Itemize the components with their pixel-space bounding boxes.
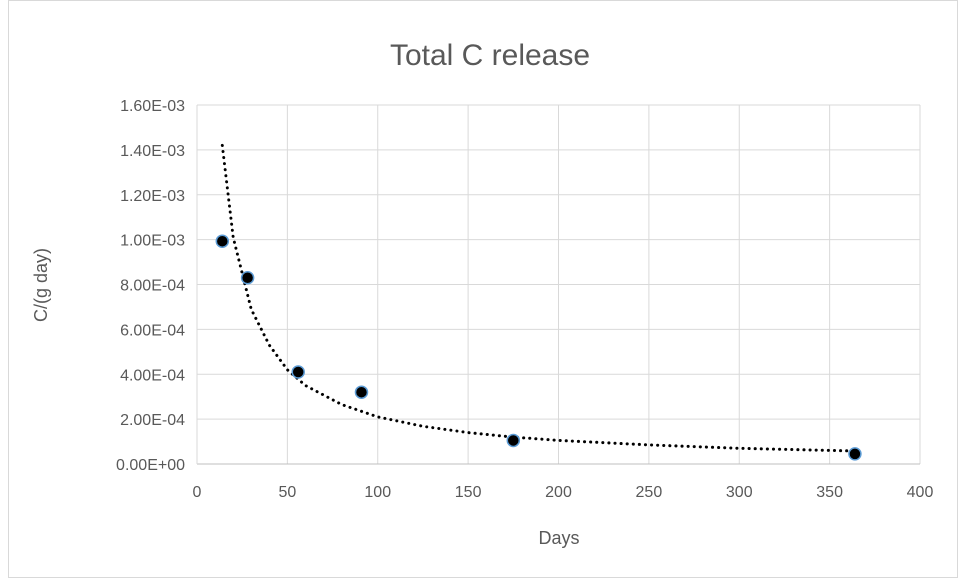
gridlines: [197, 104, 921, 464]
x-tick-labels: 0 50 100 150 200 250 300 350 400: [193, 484, 934, 501]
data-point: [354, 385, 369, 399]
y-tick-label: 1.40E-03: [120, 143, 185, 160]
y-tick-label: 1.20E-03: [120, 188, 185, 205]
x-axis-title: Days: [538, 528, 579, 548]
chart-frame: Total C release 0 50 100 150 200 250 300 350 400…: [8, 0, 958, 578]
x-tick-label: 100: [364, 484, 391, 501]
x-tick-label: 150: [455, 484, 482, 501]
data-point: [215, 234, 230, 248]
data-points: [215, 234, 862, 461]
data-point: [240, 271, 255, 285]
y-tick-label: 0.00E+00: [116, 457, 185, 474]
x-tick-label: 350: [816, 484, 843, 501]
power-trendline: [220, 143, 857, 453]
y-tick-label: 8.00E-04: [120, 278, 185, 295]
chart-svg: Total C release 0 50 100 150 200 250 300 350 400…: [31, 39, 934, 548]
x-tick-label: 200: [545, 484, 572, 501]
data-point: [848, 447, 862, 461]
y-tick-label: 1.00E-03: [120, 233, 185, 250]
data-point: [291, 365, 305, 379]
y-tick-label: 2.00E-04: [120, 412, 185, 429]
axes: [196, 105, 920, 465]
y-tick-label: 4.00E-04: [120, 367, 185, 384]
x-tick-label: 50: [278, 484, 296, 501]
data-point: [506, 433, 521, 448]
y-tick-label: 1.60E-03: [120, 98, 185, 115]
y-axis-title: C/(g day): [31, 248, 51, 322]
x-tick-label: 300: [726, 484, 753, 501]
y-tick-label: 6.00E-04: [120, 322, 185, 339]
x-tick-label: 400: [907, 484, 934, 501]
x-tick-label: 0: [193, 484, 202, 501]
chart-title: Total C release: [390, 39, 590, 72]
y-tick-labels: 0.00E+00 2.00E-04 4.00E-04 6.00E-04 8.00E-04…: [116, 98, 185, 474]
x-tick-label: 250: [636, 484, 663, 501]
trendline-group: [220, 143, 857, 453]
